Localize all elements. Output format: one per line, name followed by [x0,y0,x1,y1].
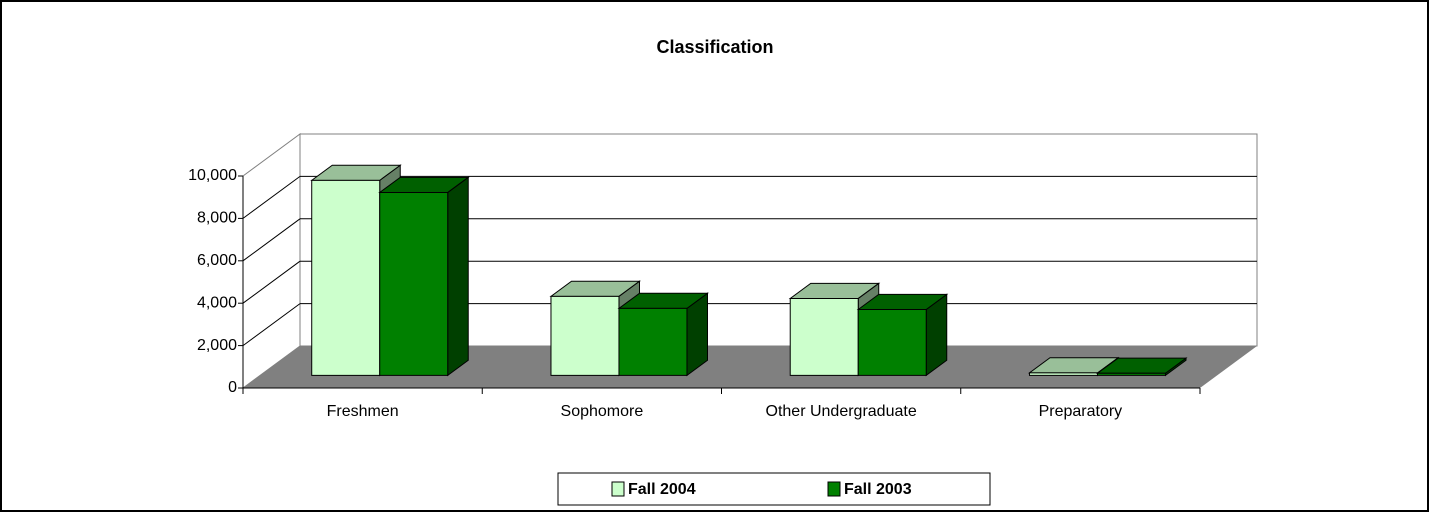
y-tick-label: 0 [228,379,237,396]
x-tick-label: Sophomore [561,403,644,420]
bar-front [618,307,688,376]
floor [243,346,1257,388]
x-tick-label: Other Undergraduate [766,403,917,420]
grid-line [242,260,301,304]
bar-front [1028,372,1098,376]
legend-label: Fall 2004 [628,481,696,498]
bar-side [447,176,469,377]
bar-front [789,297,859,376]
y-tick-label: 4,000 [197,294,237,311]
bar-front [857,308,927,376]
legend-box [557,472,991,506]
bar-front [1096,372,1166,376]
grid-line [242,175,301,219]
side-wall [242,133,301,389]
bar [1095,357,1188,377]
x-tick-label: Freshmen [327,403,399,420]
bar-front [550,295,620,376]
bar-front [311,179,381,376]
legend-label: Fall 2003 [844,481,912,498]
x-tick-label: Preparatory [1039,403,1123,420]
y-tick-label: 8,000 [197,210,237,227]
grid-line [242,303,301,347]
bar [856,293,949,377]
y-tick-label: 6,000 [197,252,237,269]
bar-front [379,191,449,376]
grid-line [242,218,301,262]
bar [617,292,710,377]
y-tick-label: 2,000 [197,337,237,354]
legend-swatch [611,481,625,497]
bar [378,176,470,377]
chart-title: Classification [656,37,773,57]
legend-swatch [827,481,841,497]
y-tick-label: 10,000 [188,167,237,184]
